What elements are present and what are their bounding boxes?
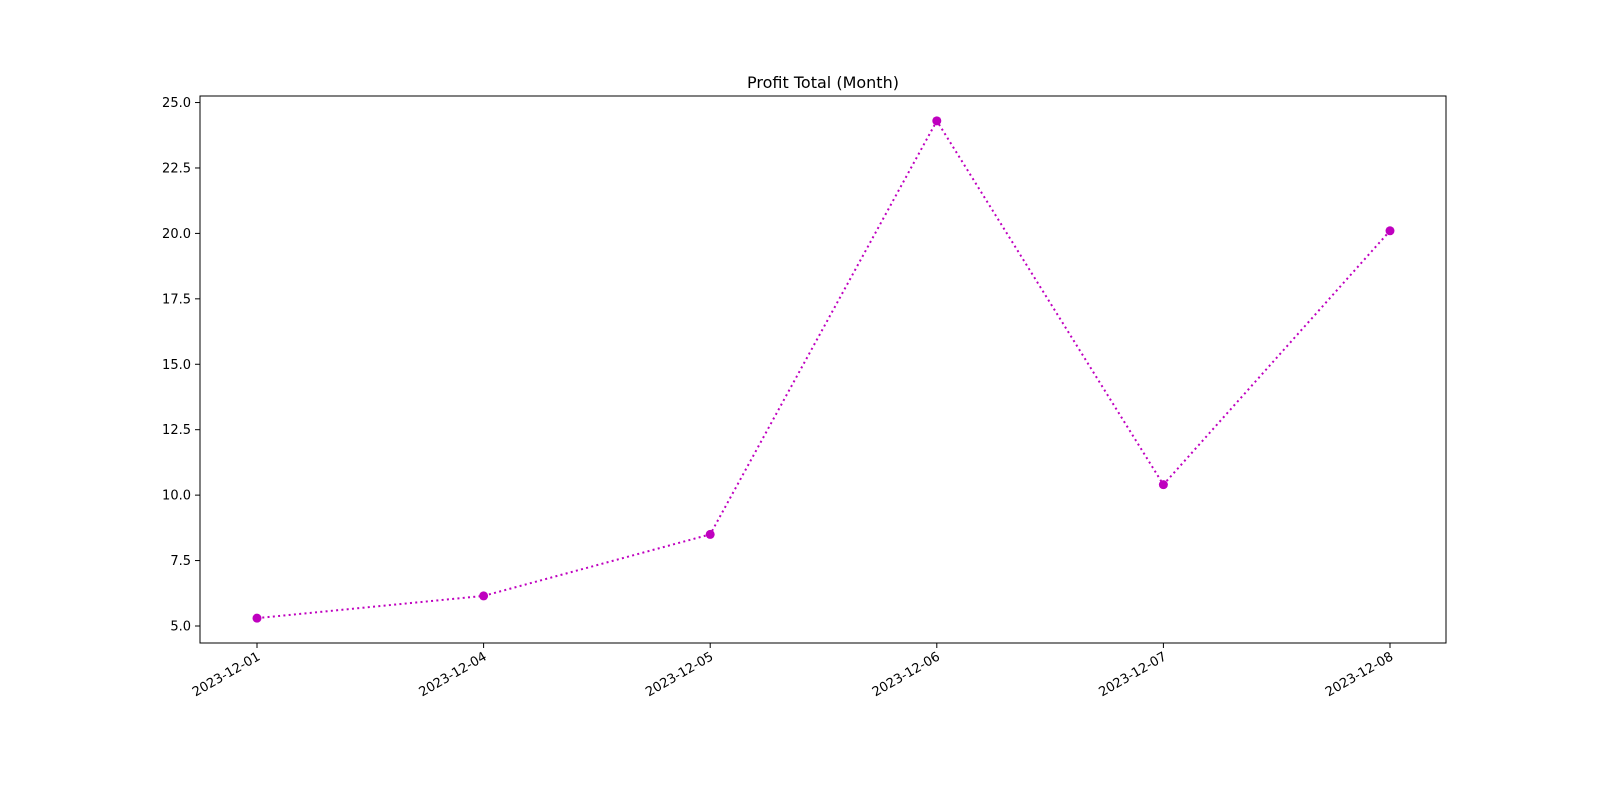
data-point-marker [1385,226,1395,236]
y-tick-label: 20.0 [162,227,191,242]
data-point-marker [932,116,942,126]
y-tick-label: 10.0 [162,489,191,504]
y-tick-label: 7.5 [170,554,191,569]
y-tick-label: 25.0 [162,96,191,111]
data-point-marker [705,529,715,539]
y-tick-label: 5.0 [170,619,191,634]
plot-frame [199,95,1447,644]
y-tick-label: 12.5 [162,423,191,438]
chart-title: Profit Total (Month) [747,73,899,92]
y-tick-label: 17.5 [162,292,191,307]
y-tick-label: 15.0 [162,358,191,373]
y-tick-label: 22.5 [162,161,191,176]
series-layer [252,116,1395,623]
data-point-marker [1158,480,1168,490]
data-point-marker [252,613,262,623]
data-point-marker [479,591,489,601]
y-axis-ticks: 5.0 7.5 10.0 12.5 15.0 17.5 20.0 22.5 25.0 [162,96,200,634]
